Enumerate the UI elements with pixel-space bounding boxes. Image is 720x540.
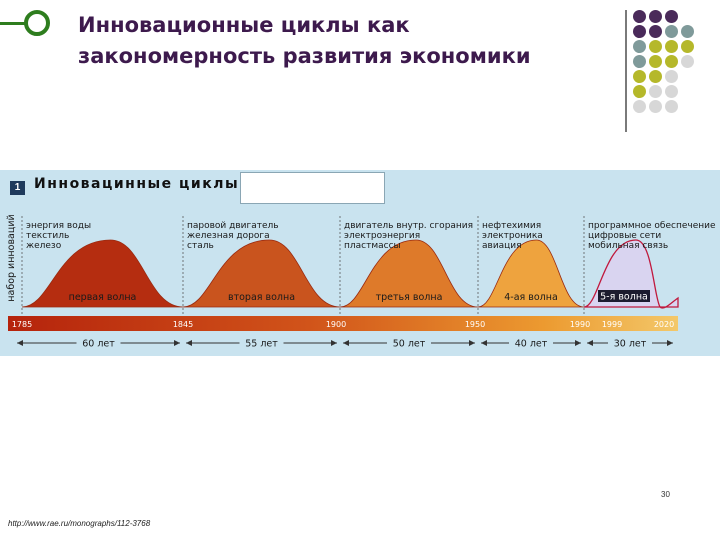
arrowhead-icon bbox=[331, 340, 337, 346]
wave-shape bbox=[339, 239, 479, 308]
wave-label: 5-я волна bbox=[600, 292, 648, 303]
decorative-dot bbox=[633, 25, 646, 38]
innovation-item: электроэнергия bbox=[344, 231, 420, 241]
innovation-item: программное обеспечение bbox=[588, 221, 716, 231]
source-url: http://www.rae.ru/monographs/112-3768 bbox=[8, 519, 151, 528]
wave-label-bg bbox=[598, 290, 650, 302]
arrowhead-icon bbox=[343, 340, 349, 346]
innovation-item: энергия воды bbox=[26, 221, 91, 231]
innovation-item: мобильная связь bbox=[588, 241, 668, 251]
timeline-year: 1785 bbox=[12, 320, 32, 329]
timeline-year: 1950 bbox=[465, 320, 485, 329]
wave-label: первая волна bbox=[69, 292, 137, 303]
arrowhead-icon bbox=[469, 340, 475, 346]
decorative-dot bbox=[649, 85, 662, 98]
innovation-item: паровой двигатель bbox=[187, 221, 279, 231]
decorative-dot bbox=[633, 10, 646, 23]
decorative-dot bbox=[665, 25, 678, 38]
decorative-dot bbox=[649, 25, 662, 38]
wave-label: вторая волна bbox=[228, 292, 295, 303]
innovation-item: цифровые сети bbox=[588, 231, 661, 241]
decorative-dot bbox=[633, 85, 646, 98]
decorative-dot bbox=[633, 70, 646, 83]
timeline-year: 1900 bbox=[326, 320, 346, 329]
decorative-dot bbox=[649, 55, 662, 68]
page-number: 30 bbox=[661, 490, 670, 499]
arrowhead-icon bbox=[587, 340, 593, 346]
arrowhead-icon bbox=[186, 340, 192, 346]
slide-title: Инновационные циклы как закономерность р… bbox=[78, 13, 531, 68]
decorative-divider bbox=[625, 10, 627, 132]
innovation-item: двигатель внутр. сгорания bbox=[344, 221, 473, 231]
decorative-dot bbox=[665, 40, 678, 53]
arrowhead-icon bbox=[481, 340, 487, 346]
duration-label: 40 лет bbox=[515, 339, 548, 350]
title-accent-line bbox=[0, 22, 28, 25]
y-axis-label: набор инноваций bbox=[6, 214, 17, 301]
decorative-dot bbox=[681, 55, 694, 68]
timeline-year: 2020 bbox=[654, 320, 674, 329]
timeline-year: 1990 bbox=[570, 320, 590, 329]
wave-shape bbox=[21, 239, 184, 308]
title-accent-circle bbox=[24, 10, 50, 36]
arrowhead-icon bbox=[575, 340, 581, 346]
figure-number-badge: 1 bbox=[10, 181, 25, 195]
decorative-dot bbox=[665, 55, 678, 68]
innovation-cycles-figure: первая волна энергия воды текстиль железо вт… bbox=[0, 170, 720, 356]
arrowhead-icon bbox=[174, 340, 180, 346]
decorative-dot bbox=[649, 100, 662, 113]
innovation-item: сталь bbox=[187, 241, 214, 251]
decorative-dot bbox=[665, 100, 678, 113]
decorative-dot bbox=[633, 40, 646, 53]
wave-label: 4-ая волна bbox=[504, 292, 558, 303]
decorative-dot bbox=[681, 25, 694, 38]
decorative-dot bbox=[681, 40, 694, 53]
decorative-dot-grid bbox=[633, 10, 713, 120]
decorative-dot bbox=[665, 85, 678, 98]
innovation-item: нефтехимия bbox=[482, 221, 541, 231]
innovation-item: железо bbox=[26, 241, 62, 251]
innovation-item: электроника bbox=[482, 231, 543, 241]
duration-label: 30 лет bbox=[614, 339, 647, 350]
decorative-dot bbox=[633, 55, 646, 68]
decorative-dot bbox=[649, 70, 662, 83]
duration-label: 60 лет bbox=[82, 339, 115, 350]
decorative-dot bbox=[665, 70, 678, 83]
decorative-dot bbox=[633, 100, 646, 113]
wave-label: третья волна bbox=[376, 292, 443, 303]
innovation-item: текстиль bbox=[26, 231, 69, 241]
timeline-year: 1845 bbox=[173, 320, 193, 329]
innovation-item: пластмассы bbox=[344, 241, 401, 251]
wave-shape bbox=[477, 239, 585, 308]
arrowhead-icon bbox=[17, 340, 23, 346]
duration-label: 55 лет bbox=[245, 339, 278, 350]
decorative-dot bbox=[649, 10, 662, 23]
timeline-year: 1999 bbox=[602, 320, 622, 329]
wave-shape bbox=[182, 239, 341, 308]
decorative-dot bbox=[665, 10, 678, 23]
innovation-item: железная дорога bbox=[187, 231, 270, 241]
figure-title-box bbox=[240, 172, 385, 204]
figure-title: Инновацинные циклы bbox=[34, 176, 240, 192]
timeline-bar bbox=[8, 316, 678, 331]
duration-label: 50 лет bbox=[393, 339, 426, 350]
arrowhead-icon bbox=[667, 340, 673, 346]
innovation-item: авиация bbox=[482, 241, 522, 251]
decorative-dot bbox=[649, 40, 662, 53]
